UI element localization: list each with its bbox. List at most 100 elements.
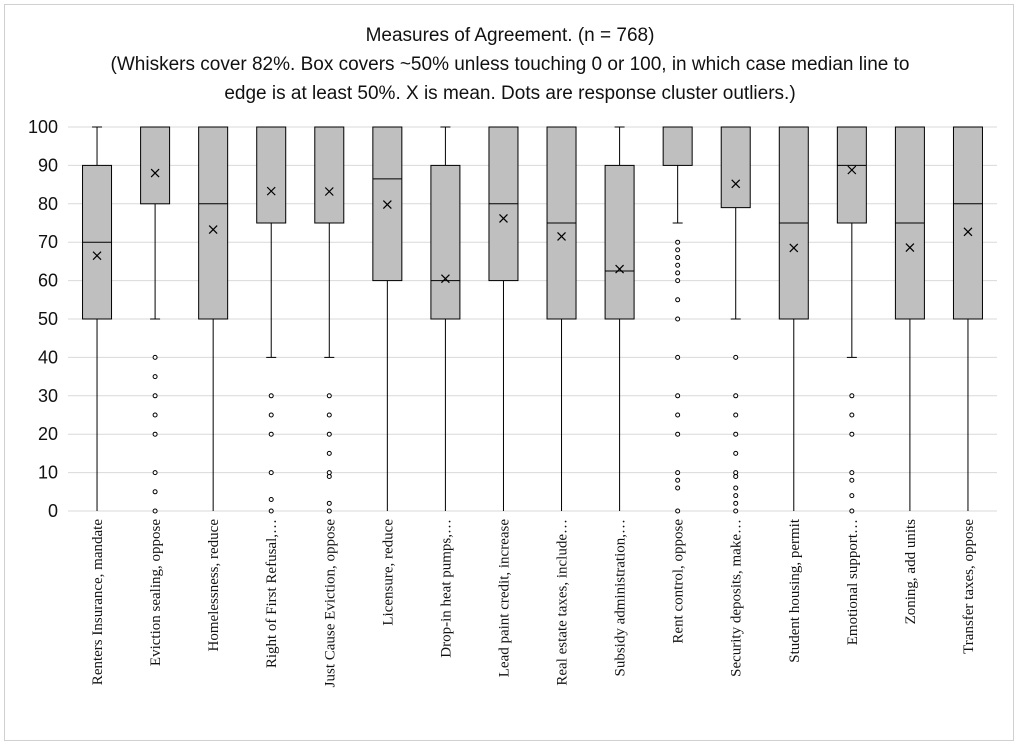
outlier-point xyxy=(152,354,158,360)
outlier-point xyxy=(675,477,681,483)
y-tick-label: 0 xyxy=(48,501,58,521)
box xyxy=(430,164,461,320)
outlier-point xyxy=(268,496,274,502)
outlier-point xyxy=(733,354,739,360)
y-tick-label: 70 xyxy=(38,232,58,252)
outlier-point xyxy=(849,470,855,476)
category-label: Eviction sealing, oppose xyxy=(148,519,164,666)
outlier-point xyxy=(326,393,332,399)
outlier-point xyxy=(675,247,681,253)
outlier-point xyxy=(152,508,158,514)
outlier-point xyxy=(849,477,855,483)
category-label: Homelessness, reduce xyxy=(206,519,222,652)
outlier-point xyxy=(733,500,739,506)
y-tick-label: 80 xyxy=(38,194,58,214)
outlier-point xyxy=(268,412,274,418)
category-label: Licensure, reduce xyxy=(380,519,396,626)
box xyxy=(662,126,693,166)
outlier-point xyxy=(326,450,332,456)
mean-marker xyxy=(847,165,857,175)
y-tick-label: 100 xyxy=(28,117,58,137)
outlier-point xyxy=(733,393,739,399)
box xyxy=(256,126,287,224)
outlier-point xyxy=(733,470,739,476)
outlier-point xyxy=(268,470,274,476)
outlier-point xyxy=(152,374,158,380)
category-label: Renters Insurance, mandate xyxy=(90,519,106,686)
outlier-point xyxy=(326,500,332,506)
outlier-point xyxy=(268,393,274,399)
mean-marker xyxy=(905,243,915,253)
box xyxy=(314,126,345,224)
outlier-point xyxy=(326,412,332,418)
outlier-point xyxy=(733,412,739,418)
y-tick-label: 60 xyxy=(38,271,58,291)
mean-marker xyxy=(789,243,799,253)
outlier-point xyxy=(733,493,739,499)
category-label: Real estate taxes, include… xyxy=(555,519,571,686)
outlier-point xyxy=(326,508,332,514)
outlier-point xyxy=(268,431,274,437)
category-label: Emotional support… xyxy=(845,519,861,645)
box xyxy=(140,126,171,205)
outlier-point xyxy=(152,412,158,418)
mean-marker xyxy=(557,232,566,241)
y-tick-label: 90 xyxy=(38,155,58,175)
box xyxy=(836,126,867,224)
mean-marker xyxy=(208,225,218,234)
outlier-point xyxy=(675,239,681,245)
box xyxy=(720,126,751,209)
box xyxy=(952,126,983,320)
mean-marker xyxy=(963,227,973,237)
outlier-point xyxy=(675,354,681,360)
box xyxy=(198,126,229,320)
mean-marker xyxy=(324,187,334,196)
outlier-point xyxy=(675,431,681,437)
chart-subtitle-line-2: edge is at least 50%. X is mean. Dots ar… xyxy=(224,83,796,104)
outlier-point xyxy=(326,470,332,476)
outlier-point xyxy=(675,393,681,399)
outlier-point xyxy=(675,470,681,476)
mean-marker xyxy=(150,168,160,178)
box xyxy=(604,164,635,320)
outlier-point xyxy=(675,316,681,322)
outlier-point xyxy=(849,412,855,418)
mean-marker xyxy=(440,274,450,284)
outlier-point xyxy=(675,508,681,514)
outlier-point xyxy=(849,393,855,399)
mean-marker xyxy=(615,264,625,274)
mean-marker xyxy=(382,200,392,209)
y-tick-label: 20 xyxy=(38,424,58,444)
chart-subtitle-line-1: (Whiskers cover 82%. Box covers ~50% unl… xyxy=(110,54,910,75)
chart-title: Measures of Agreement. (n = 768) xyxy=(365,25,655,46)
outlier-point xyxy=(733,485,739,491)
category-label: Just Cause Eviction, oppose xyxy=(322,519,338,688)
outlier-point xyxy=(733,508,739,514)
category-label: Subsidy administration,… xyxy=(613,519,629,677)
y-tick-label: 30 xyxy=(38,386,58,406)
outlier-point xyxy=(268,508,274,514)
outlier-point xyxy=(152,489,158,495)
outlier-point xyxy=(675,270,681,276)
outlier-point xyxy=(675,278,681,284)
category-label: Lead paint credit, increase xyxy=(496,519,512,678)
category-label: Security deposits, make… xyxy=(729,519,745,677)
outlier-point xyxy=(675,262,681,268)
category-label: Drop-in heat pumps,… xyxy=(438,519,454,658)
category-label: Zoning, add units xyxy=(903,519,919,625)
outlier-point xyxy=(152,431,158,437)
category-label: Rent control, oppose xyxy=(671,519,687,644)
mean-marker xyxy=(92,251,102,261)
y-tick-label: 10 xyxy=(38,463,58,483)
mean-marker xyxy=(731,179,741,189)
outlier-point xyxy=(849,431,855,437)
outlier-point xyxy=(675,255,681,261)
outlier-point xyxy=(849,508,855,514)
outlier-point xyxy=(733,431,739,437)
outlier-point xyxy=(733,450,739,456)
y-tick-label: 50 xyxy=(38,309,58,329)
category-label: Student housing, permit xyxy=(787,518,803,663)
outlier-point xyxy=(675,412,681,418)
outlier-point xyxy=(849,493,855,499)
